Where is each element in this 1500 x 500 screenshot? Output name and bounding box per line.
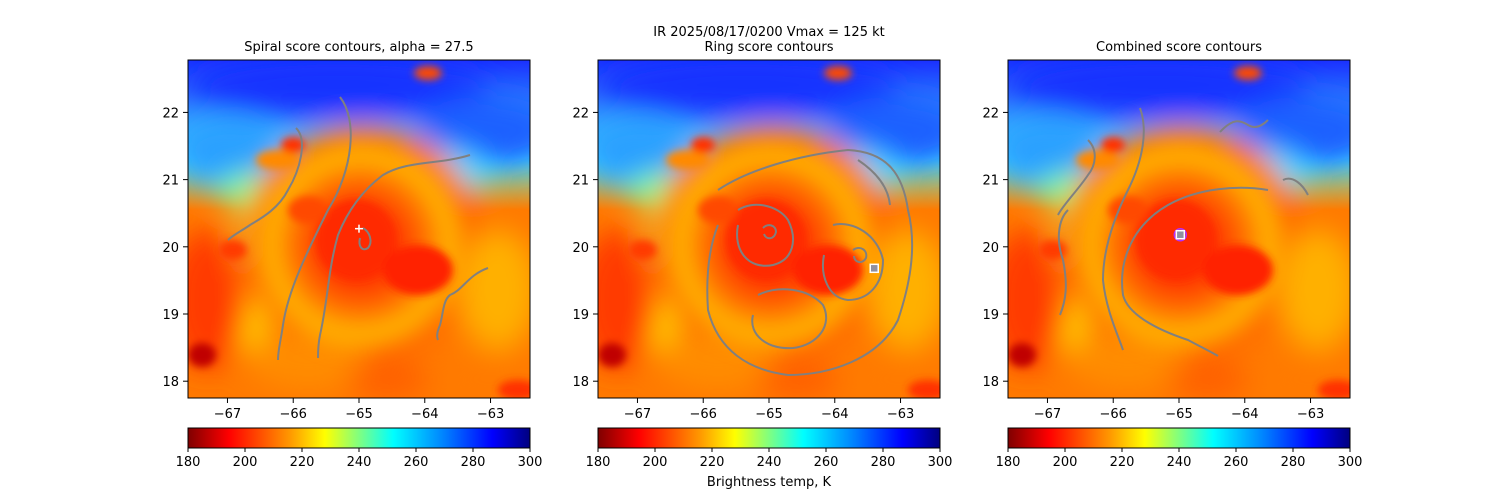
y-tick-label: 21 — [572, 174, 589, 189]
contour-line — [857, 159, 891, 206]
contour-line — [358, 227, 372, 251]
x-tick-label: −63 — [1297, 407, 1324, 422]
x-tick-label: −64 — [411, 407, 438, 422]
contour-line — [436, 267, 489, 341]
x-tick-label: −65 — [755, 407, 782, 422]
contour-line — [762, 224, 778, 240]
x-tick-label: −63 — [887, 407, 914, 422]
colorbar-tick-label: 200 — [1053, 455, 1078, 470]
center-marker — [355, 224, 363, 233]
colorbar-tick-label: 300 — [928, 455, 953, 470]
ir-heatmap — [578, 55, 968, 405]
chart-panel-3: Combined score contours −67 −66 −65 −64 −63 18… — [982, 40, 1378, 470]
score-contours — [1057, 107, 1309, 357]
y-tick-label: 19 — [162, 308, 179, 323]
x-tick-label: −65 — [1165, 407, 1192, 422]
contour-line — [277, 96, 352, 361]
colorbar-tick-label: 200 — [233, 455, 258, 470]
contour-line — [1219, 119, 1269, 133]
colorbar-tick-label: 200 — [643, 455, 668, 470]
colorbar-tick-label: 180 — [176, 455, 201, 470]
chart-panel-2: Ring score contours −67 −66 −65 −64 −63 18 19 20… — [572, 40, 968, 470]
y-tick-label: 21 — [982, 174, 999, 189]
score-contours — [227, 96, 489, 361]
y-tick-label: 20 — [572, 241, 589, 256]
colorbar-tick-label: 280 — [871, 455, 896, 470]
x-tick-label: −64 — [821, 407, 848, 422]
contour-line — [1282, 177, 1309, 196]
score-contours — [706, 148, 914, 377]
colorbar-tick-label: 300 — [1338, 455, 1363, 470]
ir-heatmap — [168, 55, 558, 405]
y-tick-label: 22 — [572, 106, 589, 121]
center-ring — [1173, 227, 1188, 242]
x-tick-label: −67 — [214, 407, 241, 422]
panel-title: Combined score contours — [1096, 40, 1262, 55]
contour-line — [736, 203, 794, 267]
colorbar-tick-label: 280 — [1281, 455, 1306, 470]
center-marker — [1175, 229, 1186, 240]
colorbar-tick-label: 240 — [757, 455, 782, 470]
center-marker — [869, 263, 879, 274]
contour-line — [822, 223, 885, 302]
colorbar-tick-label: 180 — [996, 455, 1021, 470]
colorbar-tick-label: 220 — [700, 455, 725, 470]
colorbar-tick-label: 300 — [518, 455, 543, 470]
x-tick-label: −64 — [1231, 407, 1258, 422]
y-tick-label: 18 — [982, 375, 999, 390]
x-tick-label: −67 — [624, 407, 651, 422]
colorbar-tick-label: 220 — [290, 455, 315, 470]
y-tick-label: 18 — [162, 375, 179, 390]
y-tick-label: 22 — [982, 106, 999, 121]
contour-line — [1121, 186, 1269, 357]
contour-line — [227, 127, 303, 241]
colorbar-label: Brightness temp, K — [707, 475, 832, 490]
contour-line — [751, 288, 828, 350]
figure-suptitle: IR 2025/08/17/0200 Vmax = 125 kt — [653, 25, 884, 40]
colorbar-gradient — [597, 427, 941, 449]
x-tick-label: −66 — [280, 407, 307, 422]
chart-panel-1: Spiral score contours, alpha = 27.5 −67 −6… — [162, 40, 558, 470]
y-tick-label: 19 — [982, 308, 999, 323]
colorbar-tick-label: 240 — [1167, 455, 1192, 470]
ir-heatmap — [988, 55, 1378, 405]
x-tick-label: −66 — [1100, 407, 1127, 422]
colorbar-tick-label: 260 — [404, 455, 429, 470]
contour-line — [1057, 139, 1096, 216]
y-tick-label: 19 — [572, 308, 589, 323]
contour-line — [1057, 209, 1069, 316]
contour-line — [852, 247, 868, 264]
colorbar-tick-label: 220 — [1110, 455, 1135, 470]
y-tick-label: 22 — [162, 106, 179, 121]
colorbar: 180 200 220 240 260 280 300 — [996, 427, 1363, 470]
colorbar-tick-label: 180 — [586, 455, 611, 470]
y-tick-label: 20 — [982, 241, 999, 256]
panel-title: Ring score contours — [704, 40, 833, 55]
contour-line — [706, 148, 914, 377]
y-tick-label: 18 — [572, 375, 589, 390]
x-tick-label: −65 — [345, 407, 372, 422]
x-tick-label: −67 — [1034, 407, 1061, 422]
panel-title: Spiral score contours, alpha = 27.5 — [244, 40, 473, 55]
y-tick-label: 21 — [162, 174, 179, 189]
colorbar-gradient — [187, 427, 531, 449]
colorbar-tick-label: 280 — [461, 455, 486, 470]
colorbar-tick-label: 260 — [1224, 455, 1249, 470]
y-tick-label: 20 — [162, 241, 179, 256]
contour-line — [317, 154, 471, 359]
colorbar-gradient — [1007, 427, 1351, 449]
contour-line — [1101, 107, 1145, 351]
x-tick-label: −63 — [477, 407, 504, 422]
colorbar-tick-label: 260 — [814, 455, 839, 470]
colorbar-tick-label: 240 — [347, 455, 372, 470]
colorbar: 180 200 220 240 260 280 300 — [176, 427, 543, 470]
colorbar: 180 200 220 240 260 280 300 — [586, 427, 953, 470]
x-tick-label: −66 — [690, 407, 717, 422]
